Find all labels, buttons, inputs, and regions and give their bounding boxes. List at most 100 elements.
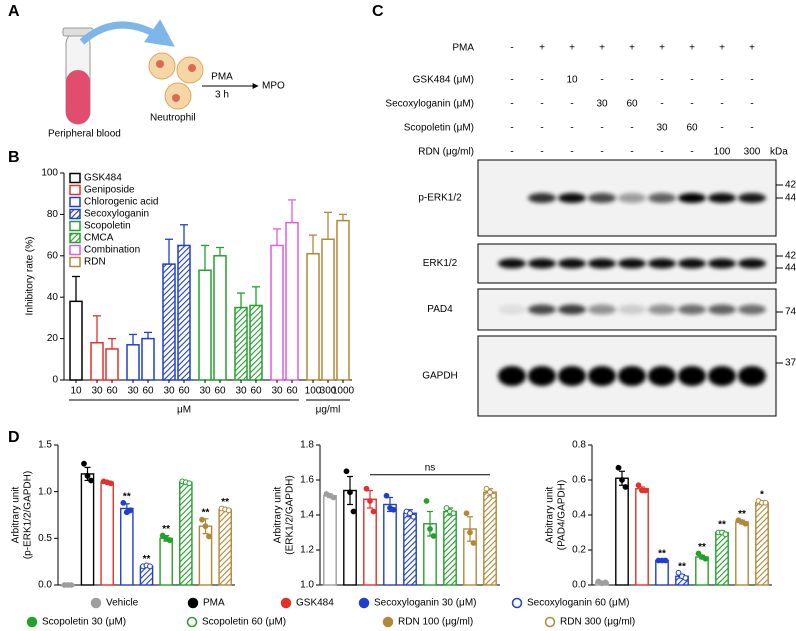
- bar: [69, 300, 83, 381]
- legend-label: Vehicle: [106, 598, 139, 609]
- data-point: [367, 498, 373, 504]
- y-axis-label: (ERK1/2/GAPDH): [285, 475, 296, 554]
- treatment-cell: -: [690, 99, 693, 110]
- x-tick-label: 60: [178, 386, 190, 397]
- blot-band: [738, 366, 766, 386]
- y-tick-label: 1.0: [300, 580, 314, 591]
- bar: [177, 244, 191, 381]
- blot-band: [708, 193, 736, 203]
- legend-swatch: [69, 220, 81, 232]
- treatment-cell: +: [689, 43, 695, 54]
- blot-band: [678, 258, 706, 269]
- x-tick-label: 60: [250, 386, 262, 397]
- legend-marker: [511, 597, 523, 609]
- y-axis-label: Arbitrary unit: [545, 486, 556, 543]
- bar: [635, 488, 649, 586]
- bar: [139, 565, 154, 586]
- panel-letter: A: [8, 3, 20, 20]
- treatment-cell: -: [720, 75, 723, 86]
- bar: [218, 508, 232, 586]
- error-bar: [339, 213, 347, 221]
- treatment-label: GSK484 (μM): [413, 75, 474, 86]
- y-tick-label: 100: [41, 168, 58, 179]
- data-point: [390, 506, 397, 513]
- y-tick-label: 0: [52, 375, 58, 386]
- x-tick-label: 10: [70, 386, 82, 397]
- data-point: [615, 464, 622, 471]
- data-point: [427, 526, 433, 532]
- bar: [615, 477, 629, 586]
- legend-swatch: [69, 196, 81, 208]
- significance-label: **: [143, 554, 151, 565]
- error-bar: [108, 337, 116, 349]
- data-point: [88, 477, 94, 484]
- x-tick-label: 1000: [332, 386, 355, 397]
- blot-band: [558, 304, 586, 315]
- legend-label: GSK484: [84, 173, 122, 184]
- treatment-cell: 100: [714, 147, 731, 158]
- blot-band: [678, 366, 706, 386]
- data-point: [107, 480, 114, 487]
- data-point: [410, 513, 417, 520]
- y-tick-label: 1.0: [38, 486, 52, 497]
- blot-band: [648, 193, 676, 203]
- time-label: 3 h: [215, 90, 229, 101]
- kda-label: kDa: [770, 147, 788, 158]
- blot-band: [738, 304, 766, 315]
- bar: [179, 481, 193, 586]
- marker-label: 42: [785, 180, 796, 191]
- blot-band: [558, 193, 586, 203]
- data-point: [68, 582, 75, 588]
- stimulus-label: PMA: [211, 72, 233, 83]
- data-point: [147, 563, 153, 570]
- blot-label: GAPDH: [422, 371, 458, 382]
- x-tick-label: 30: [199, 386, 211, 397]
- blot-band: [618, 258, 646, 269]
- treatment-cell: +: [749, 43, 755, 54]
- error-bar: [129, 333, 137, 345]
- y-tick-label: 1.4: [300, 510, 314, 521]
- blot-band: [498, 366, 526, 386]
- blot-band: [528, 366, 556, 386]
- treatment-cell: -: [600, 75, 603, 86]
- legend-swatch: [69, 256, 81, 268]
- significance-label: **: [738, 509, 746, 520]
- data-point: [430, 533, 437, 539]
- data-point: [423, 498, 430, 504]
- blot-band: [618, 304, 646, 315]
- treatment-cell: -: [630, 123, 633, 134]
- significance-label: **: [678, 561, 686, 572]
- y-tick-label: 80: [47, 209, 59, 220]
- legend-label: Secoxyloganin 30 (μM): [374, 598, 476, 609]
- blot-label: p-ERK1/2: [418, 193, 462, 204]
- treatment-cell: -: [720, 123, 723, 134]
- data-point: [330, 494, 337, 501]
- y-axis-label: Inhibitory rate (%): [25, 237, 36, 316]
- y-axis-label: Arbitrary unit: [11, 486, 22, 543]
- treatment-cell: -: [660, 99, 663, 110]
- bar: [755, 502, 769, 586]
- error-bar: [216, 246, 224, 256]
- x-tick-label: 30: [91, 386, 103, 397]
- treatment-label: Secoxyloganin (μM): [385, 99, 474, 110]
- treatment-cell: +: [539, 43, 545, 54]
- treatment-cell: -: [510, 99, 513, 110]
- legend-label: RDN 300 (μg/ml): [560, 617, 635, 628]
- blot-band: [528, 193, 556, 203]
- x-tick-label: 60: [106, 386, 118, 397]
- y-tick-label: 0.8: [572, 440, 586, 451]
- legend-swatch: [69, 172, 81, 184]
- legend-label: Combination: [84, 245, 140, 256]
- treatment-cell: -: [540, 99, 543, 110]
- data-point: [81, 460, 87, 467]
- bar: [100, 481, 114, 586]
- y-tick-label: 1.2: [300, 545, 314, 556]
- data-point: [347, 489, 353, 496]
- x-tick-label: 30: [271, 386, 283, 397]
- significance-label: *: [760, 490, 764, 501]
- y-tick-label: 60: [47, 250, 59, 261]
- blot-label: PAD4: [427, 304, 453, 315]
- bracket-label: ns: [425, 462, 436, 473]
- x-tick-label: 30: [235, 386, 247, 397]
